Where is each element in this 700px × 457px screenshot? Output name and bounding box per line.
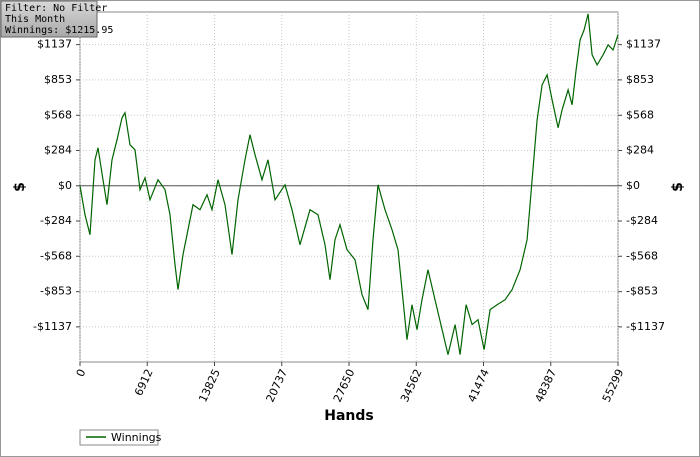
- y-tick-label: -$284: [40, 214, 72, 227]
- series-line: [79, 13, 619, 355]
- y-tick-label: $568: [44, 108, 72, 121]
- y2-tick-label: -$853: [626, 285, 658, 298]
- y-tick-label: -$853: [40, 285, 72, 298]
- legend: [79, 429, 159, 446]
- y2-tick-label: $284: [626, 144, 654, 157]
- y2-axis-label: $: [670, 182, 686, 192]
- y2-tick-label: $1137: [626, 38, 661, 51]
- legend-label: Winnings: [111, 431, 162, 444]
- y2-tick-label: -$568: [626, 249, 658, 262]
- y-tick-label: $0: [58, 179, 72, 192]
- filter-text: Winnings: $1215.95: [5, 25, 113, 36]
- filter-text: This Month: [5, 14, 65, 25]
- y-tick-label: $1137: [37, 38, 72, 51]
- y2-tick-label: -$1137: [626, 320, 665, 333]
- y2-tick-label: $568: [626, 108, 654, 121]
- y2-tick-label: $0: [626, 179, 640, 192]
- y2-tick-label: $853: [626, 73, 654, 86]
- y-tick-label: $853: [44, 73, 72, 86]
- y-tick-label: $284: [44, 144, 72, 157]
- y-tick-label: -$1137: [33, 320, 72, 333]
- filter-box: [0, 0, 98, 38]
- y-tick-label: -$568: [40, 249, 72, 262]
- x-tick-label: 0: [74, 367, 89, 379]
- y2-tick-label: -$284: [626, 214, 658, 227]
- filter-text: Filter: No Filter: [5, 3, 107, 14]
- x-axis-label: Hands: [324, 408, 374, 424]
- y-axis-label: $: [12, 182, 28, 192]
